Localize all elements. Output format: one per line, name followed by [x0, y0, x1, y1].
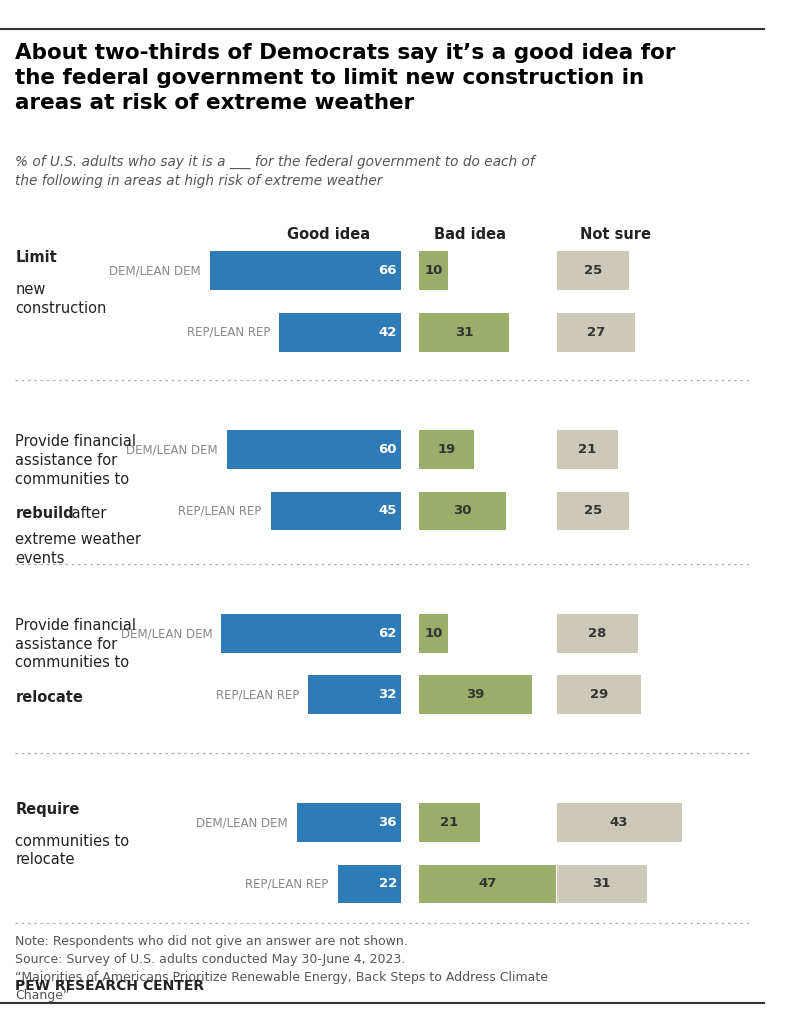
FancyBboxPatch shape	[296, 803, 402, 842]
FancyBboxPatch shape	[556, 313, 635, 352]
FancyBboxPatch shape	[419, 676, 532, 714]
FancyBboxPatch shape	[556, 492, 629, 530]
Text: 36: 36	[378, 817, 397, 829]
Text: REP/LEAN REP: REP/LEAN REP	[245, 878, 328, 890]
FancyBboxPatch shape	[279, 313, 402, 352]
Text: Provide financial
assistance for
communities to: Provide financial assistance for communi…	[15, 618, 136, 670]
Text: % of U.S. adults who say it is a ___ for the federal government to do each of
th: % of U.S. adults who say it is a ___ for…	[15, 155, 535, 188]
FancyBboxPatch shape	[419, 251, 448, 290]
Text: 10: 10	[424, 265, 443, 277]
Text: 28: 28	[588, 628, 607, 640]
FancyBboxPatch shape	[419, 803, 480, 842]
Text: 45: 45	[378, 505, 397, 517]
Text: REP/LEAN REP: REP/LEAN REP	[216, 689, 300, 701]
Text: 47: 47	[478, 878, 497, 890]
FancyBboxPatch shape	[227, 430, 402, 469]
Text: 31: 31	[455, 326, 473, 338]
Text: 22: 22	[378, 878, 397, 890]
Text: DEM/LEAN DEM: DEM/LEAN DEM	[126, 444, 218, 456]
Text: 10: 10	[424, 628, 443, 640]
Text: new
construction: new construction	[15, 282, 107, 316]
Text: Note: Respondents who did not give an answer are not shown.
Source: Survey of U.: Note: Respondents who did not give an an…	[15, 935, 548, 1002]
Text: 21: 21	[578, 444, 596, 456]
Text: 39: 39	[467, 689, 485, 701]
Text: relocate: relocate	[15, 690, 83, 705]
FancyBboxPatch shape	[556, 803, 682, 842]
Text: 25: 25	[584, 265, 602, 277]
Text: DEM/LEAN DEM: DEM/LEAN DEM	[109, 265, 201, 277]
Text: REP/LEAN REP: REP/LEAN REP	[187, 326, 271, 338]
Text: 66: 66	[378, 265, 397, 277]
FancyBboxPatch shape	[556, 676, 641, 714]
Text: Good idea: Good idea	[288, 227, 370, 242]
Text: Bad idea: Bad idea	[434, 227, 506, 242]
FancyBboxPatch shape	[419, 313, 509, 352]
Text: REP/LEAN REP: REP/LEAN REP	[178, 505, 262, 517]
FancyBboxPatch shape	[419, 430, 475, 469]
FancyBboxPatch shape	[556, 430, 618, 469]
FancyBboxPatch shape	[338, 865, 402, 903]
Text: Not sure: Not sure	[580, 227, 651, 242]
Text: 27: 27	[586, 326, 605, 338]
Text: rebuild: rebuild	[15, 506, 74, 521]
Text: Require: Require	[15, 802, 79, 817]
Text: Limit: Limit	[15, 250, 57, 265]
Text: 62: 62	[378, 628, 397, 640]
FancyBboxPatch shape	[309, 676, 402, 714]
Text: 42: 42	[378, 326, 397, 338]
Text: Provide financial
assistance for
communities to: Provide financial assistance for communi…	[15, 434, 136, 486]
Text: 29: 29	[590, 689, 608, 701]
Text: PEW RESEARCH CENTER: PEW RESEARCH CENTER	[15, 979, 204, 993]
FancyBboxPatch shape	[210, 251, 402, 290]
FancyBboxPatch shape	[419, 492, 506, 530]
Text: 60: 60	[378, 444, 397, 456]
Text: 30: 30	[454, 505, 472, 517]
FancyBboxPatch shape	[556, 251, 629, 290]
Text: DEM/LEAN DEM: DEM/LEAN DEM	[121, 628, 212, 640]
FancyBboxPatch shape	[271, 492, 402, 530]
Text: DEM/LEAN DEM: DEM/LEAN DEM	[196, 817, 288, 829]
Text: 31: 31	[593, 878, 611, 890]
FancyBboxPatch shape	[419, 865, 556, 903]
Text: after: after	[66, 506, 106, 521]
Text: 19: 19	[437, 444, 456, 456]
Text: 21: 21	[441, 817, 458, 829]
Text: extreme weather
events: extreme weather events	[15, 532, 141, 566]
Text: communities to
relocate: communities to relocate	[15, 834, 130, 868]
FancyBboxPatch shape	[556, 614, 638, 653]
FancyBboxPatch shape	[221, 614, 402, 653]
Text: 43: 43	[610, 817, 629, 829]
FancyBboxPatch shape	[556, 865, 646, 903]
FancyBboxPatch shape	[419, 614, 448, 653]
Text: 32: 32	[378, 689, 397, 701]
Text: 25: 25	[584, 505, 602, 517]
Text: About two-thirds of Democrats say it’s a good idea for
the federal government to: About two-thirds of Democrats say it’s a…	[15, 43, 676, 112]
